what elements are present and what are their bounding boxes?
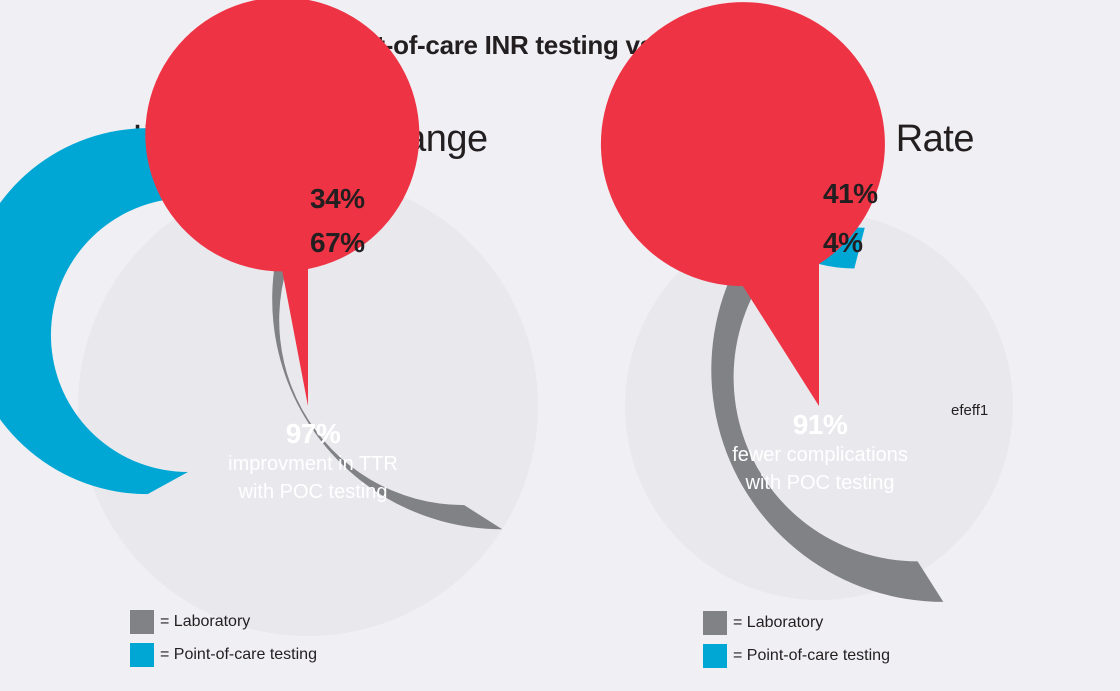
chart-1-legend: = Laboratory = Point-of-care testing (130, 609, 317, 675)
legend-item-laboratory: = Laboratory (703, 610, 890, 636)
legend-label: = Laboratory (160, 613, 251, 630)
poc-swatch (703, 644, 727, 668)
chart-2-laboratory-arc (711, 174, 944, 602)
legend-item-poc: = Point-of-care testing (703, 643, 890, 669)
poc-swatch (130, 643, 154, 667)
chart-1-center: 97% improvment in TTR with POC testing (198, 418, 428, 506)
legend-label: = Laboratory (733, 614, 824, 631)
chart-1-poc-label: 67% (310, 227, 365, 258)
stray-label: efeff1 (951, 402, 989, 419)
chart-1-center-sector (145, 0, 420, 406)
laboratory-swatch (703, 611, 727, 635)
chart-2-poc-label: 4% (823, 227, 863, 258)
legend-item-laboratory: = Laboratory (130, 609, 317, 635)
legend-label: = Point-of-care testing (733, 647, 890, 664)
chart-2-lab-label: 41% (823, 178, 878, 209)
chart-1-center-line1: improvment in TTR (228, 453, 398, 475)
chart-2-center: 91% fewer complications with POC testing (705, 409, 935, 497)
legend-item-poc: = Point-of-care testing (130, 642, 317, 668)
chart-1-center-line2: with POC testing (238, 481, 388, 503)
chart-2-legend: = Laboratory = Point-of-care testing (703, 610, 890, 676)
laboratory-swatch (130, 610, 154, 634)
chart-2-center-line2: with POC testing (745, 472, 895, 494)
chart-1-poc-arc (0, 128, 308, 495)
chart-2-center-line1: fewer complications (732, 444, 908, 466)
legend-label: = Point-of-care testing (160, 646, 317, 663)
chart-1-lab-label: 34% (310, 183, 365, 214)
chart-2-center-value: 91% (792, 409, 848, 440)
chart-2-center-sector (600, 2, 885, 406)
chart-1-center-value: 97% (285, 418, 341, 449)
